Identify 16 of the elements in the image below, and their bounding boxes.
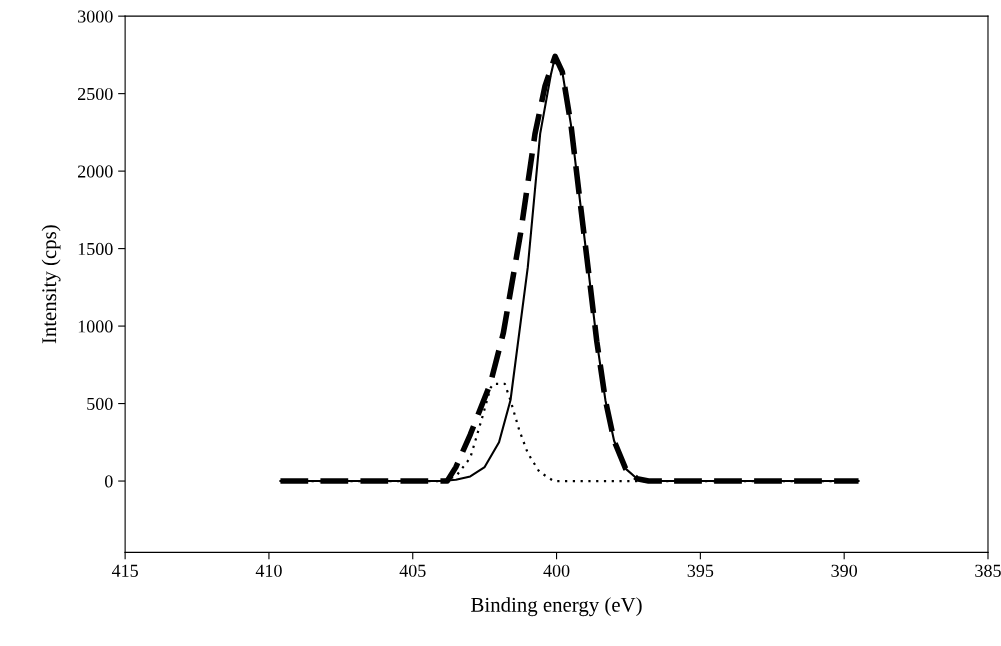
x-axis-title: Binding energy (eV) — [471, 597, 642, 617]
x-tick-label: 405 — [399, 564, 426, 577]
y-tick-label: 500 — [87, 397, 113, 411]
x-tick-label: 390 — [831, 564, 858, 577]
y-tick-label: 2000 — [78, 165, 113, 178]
y-tick-label: 2500 — [78, 87, 113, 101]
x-tick-label: 400 — [543, 564, 570, 577]
x-tick-label: 395 — [687, 564, 714, 577]
y-tick-label: 0 — [104, 475, 113, 488]
y-tick-label: 1500 — [78, 242, 113, 256]
y-tick-label: 3000 — [78, 10, 113, 23]
x-tick-label: 385 — [975, 564, 1001, 577]
y-axis-title: Intensity (cps) — [41, 225, 61, 344]
x-tick-label: 415 — [111, 564, 138, 577]
y-tick-label: 1000 — [78, 320, 113, 333]
x-tick-label: 410 — [255, 564, 282, 577]
